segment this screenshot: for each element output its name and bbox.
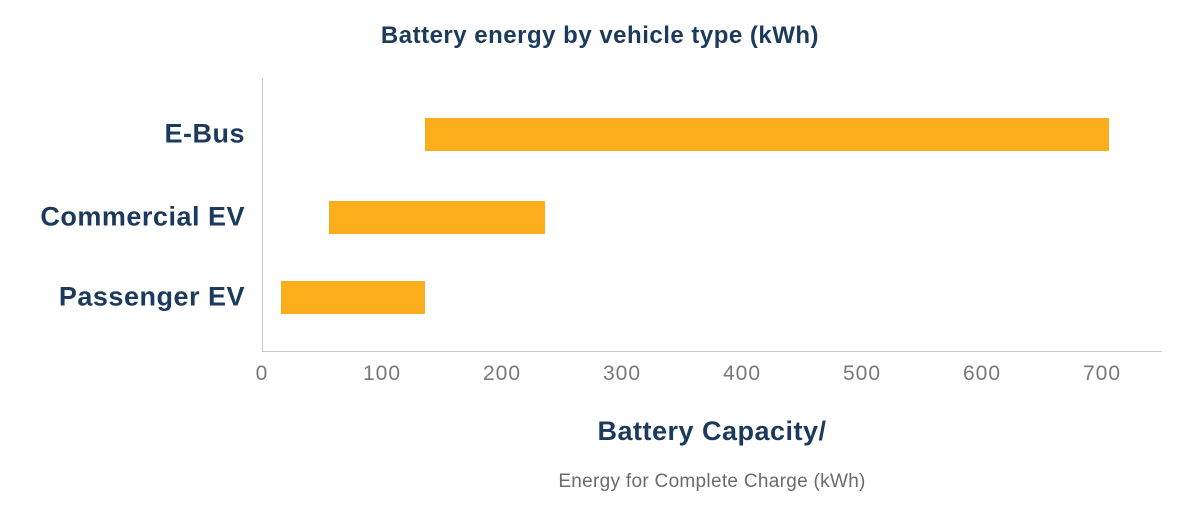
category-label-commercial-ev: Commercial EV (40, 201, 245, 232)
plot-area (262, 78, 1162, 352)
x-tick-600: 600 (962, 362, 1002, 385)
bar-e-bus (425, 117, 1109, 151)
chart-title: Battery energy by vehicle type (kWh) (380, 22, 820, 49)
x-tick-0: 0 (255, 362, 269, 385)
x-tick-700: 700 (1082, 362, 1122, 385)
x-axis-label-subtitle: Energy for Complete Charge (kWh) (558, 471, 866, 492)
category-label-passenger-ev: Passenger EV (58, 281, 245, 312)
x-tick-200: 200 (482, 362, 522, 385)
category-labels: E-Bus Commercial EV Passenger EV (0, 0, 245, 380)
bar-passenger-ev (281, 280, 425, 314)
x-axis-ticks: 0 100 200 300 400 500 600 700 (255, 362, 1122, 385)
x-tick-100: 100 (362, 362, 402, 385)
x-tick-500: 500 (842, 362, 882, 385)
category-label-e-bus: E-Bus (164, 118, 245, 149)
x-tick-300: 300 (602, 362, 642, 385)
x-axis-label-title: Battery Capacity/ (597, 416, 827, 446)
x-tick-400: 400 (722, 362, 762, 385)
bar-commercial-ev (329, 200, 545, 234)
